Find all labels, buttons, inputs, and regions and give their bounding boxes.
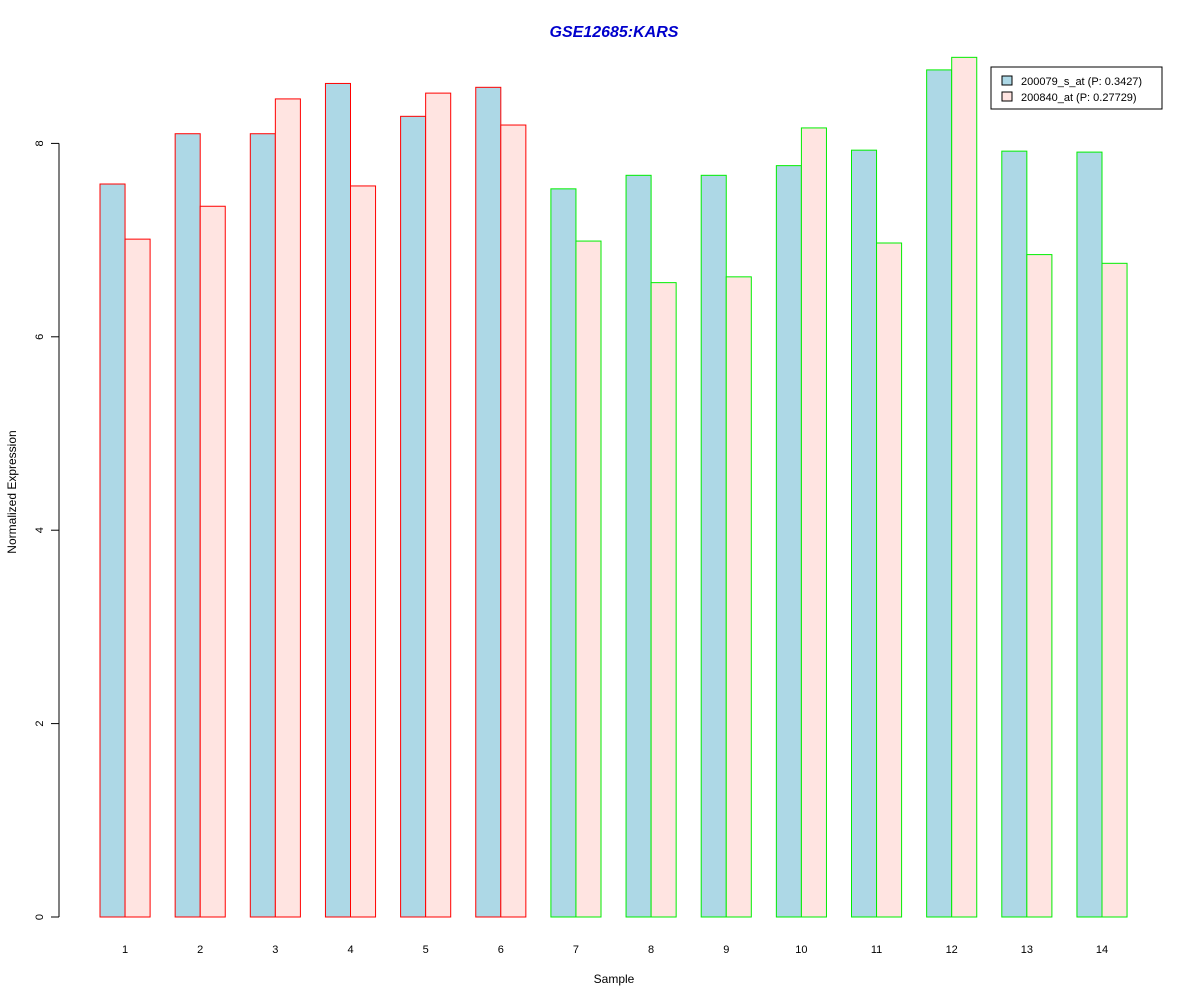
legend-swatch bbox=[1001, 91, 1013, 102]
legend-label: 200840_at (P: 0.27729) bbox=[1021, 92, 1137, 104]
x-tick-label: 12 bbox=[946, 944, 958, 956]
x-tick-label: 13 bbox=[1021, 944, 1033, 956]
x-tick-label: 5 bbox=[423, 944, 429, 956]
bar-sample-8-series-1 bbox=[625, 174, 652, 918]
x-axis-label: Sample bbox=[594, 972, 635, 986]
bar-sample-8-series-2 bbox=[650, 282, 677, 918]
bar-sample-6-series-1 bbox=[475, 86, 502, 918]
bar-sample-4-series-2 bbox=[350, 185, 377, 918]
x-tick-label: 4 bbox=[347, 944, 353, 956]
x-tick-labels: 1 2 3 4 5 6 7 8 9 10 11 12 13 14 bbox=[122, 944, 1108, 956]
bar-sample-10-series-2 bbox=[800, 127, 827, 918]
x-tick-label: 6 bbox=[498, 944, 504, 956]
bar-sample-12-series-2 bbox=[951, 56, 978, 918]
bar-sample-12-series-1 bbox=[926, 69, 953, 918]
bar-sample-7-series-1 bbox=[550, 188, 577, 918]
bar-sample-5-series-2 bbox=[425, 92, 452, 918]
x-tick-label: 3 bbox=[272, 944, 278, 956]
y-tick-label: 4 bbox=[34, 527, 46, 533]
bar-sample-14-series-1 bbox=[1076, 151, 1103, 918]
bar-sample-11-series-1 bbox=[851, 149, 878, 918]
y-tick-label: 0 bbox=[34, 914, 46, 920]
bar-sample-13-series-2 bbox=[1026, 254, 1053, 918]
bar-sample-4-series-1 bbox=[324, 82, 352, 918]
x-tick-label: 10 bbox=[795, 944, 807, 956]
legend-swatch bbox=[1001, 75, 1013, 86]
bar-sample-2-series-1 bbox=[174, 133, 201, 918]
bar-sample-2-series-2 bbox=[199, 205, 226, 918]
x-tick-label: 7 bbox=[573, 944, 579, 956]
y-axis-label: Normalized Expression bbox=[5, 430, 19, 553]
x-tick-label: 1 bbox=[122, 944, 128, 956]
bar-sample-5-series-1 bbox=[400, 115, 427, 918]
bar-sample-9-series-2 bbox=[725, 276, 752, 918]
y-tick-label: 6 bbox=[34, 334, 46, 340]
bar-sample-3-series-1 bbox=[249, 133, 276, 918]
chart-title: GSE12685:KARS bbox=[550, 24, 679, 41]
legend-box bbox=[990, 66, 1163, 110]
bar-sample-3-series-2 bbox=[274, 98, 301, 918]
y-tick-label: 8 bbox=[34, 140, 46, 146]
y-axis: 0 2 4 6 8 bbox=[34, 140, 60, 920]
bar-sample-11-series-2 bbox=[876, 242, 903, 918]
bar-sample-9-series-1 bbox=[700, 174, 727, 918]
bar-sample-6-series-2 bbox=[500, 124, 527, 918]
bar-sample-14-series-2 bbox=[1101, 262, 1128, 918]
bar-sample-1-series-1 bbox=[99, 183, 126, 918]
bars-group bbox=[99, 56, 1128, 918]
bar-sample-7-series-2 bbox=[575, 240, 602, 918]
x-tick-label: 14 bbox=[1096, 944, 1108, 956]
bar-sample-1-series-2 bbox=[124, 238, 151, 918]
x-tick-label: 9 bbox=[723, 944, 729, 956]
bar-sample-13-series-1 bbox=[1001, 150, 1028, 918]
x-tick-label: 2 bbox=[197, 944, 203, 956]
y-tick-label: 2 bbox=[34, 721, 46, 727]
x-tick-label: 8 bbox=[648, 944, 654, 956]
legend: 200079_s_at (P: 0.3427) 200840_at (P: 0.2… bbox=[990, 66, 1163, 110]
bar-sample-10-series-1 bbox=[775, 165, 802, 918]
x-tick-label: 11 bbox=[871, 944, 882, 956]
legend-label: 200079_s_at (P: 0.3427) bbox=[1021, 76, 1142, 88]
